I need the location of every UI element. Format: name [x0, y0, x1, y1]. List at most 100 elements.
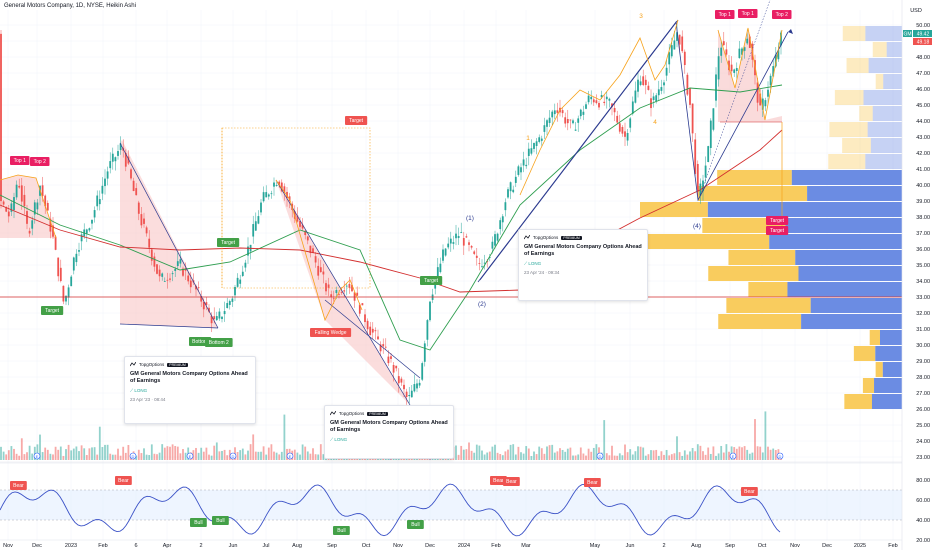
volume-bar — [559, 448, 561, 460]
event-marker — [596, 452, 604, 460]
candle-body — [28, 230, 31, 234]
candle-body — [525, 164, 528, 167]
card-title[interactable]: GM General Motors Company Options Ahead … — [330, 420, 448, 433]
volume-bar — [709, 453, 712, 460]
candle-body — [262, 192, 265, 202]
price-tick: 24.00 — [916, 439, 930, 445]
candle-body — [260, 202, 262, 213]
volume-bar — [208, 454, 210, 460]
volume-bar — [720, 445, 723, 460]
bear-tag — [503, 477, 520, 486]
volume-bar — [179, 453, 182, 460]
volume-bar — [150, 444, 153, 460]
candle-body — [319, 267, 322, 273]
candle-body — [67, 287, 70, 298]
candle-body — [769, 75, 772, 86]
candle-body — [353, 292, 356, 301]
candle-body — [296, 215, 299, 222]
last-price-tag — [913, 30, 932, 37]
bull-tag — [190, 518, 207, 527]
candle-body — [470, 245, 473, 248]
volume-bar — [504, 451, 507, 460]
price-tick: 28.00 — [916, 375, 930, 381]
candle-body — [169, 278, 171, 280]
price-tick: 26.00 — [916, 407, 930, 413]
candle-body — [561, 110, 564, 114]
top-1-tag — [715, 10, 735, 19]
idea-card-3[interactable]: TopgOptions PREMIUM GM General Motors Com… — [324, 405, 454, 459]
volume-bar — [631, 454, 634, 460]
card-title[interactable]: GM General Motors Company Options Ahead … — [524, 244, 642, 257]
volume-bar — [769, 449, 772, 460]
candle-body — [387, 356, 390, 364]
candle-body — [691, 103, 694, 134]
candle-body — [777, 50, 780, 60]
volume-bar — [655, 449, 658, 460]
volume-bar — [124, 452, 127, 460]
volume-bar — [52, 454, 54, 460]
event-marker — [286, 452, 294, 460]
volume-bar — [145, 454, 148, 460]
target-tag-label: Target — [45, 308, 60, 314]
harmonic-pattern-line — [519, 19, 679, 196]
volume-profile-bar — [828, 154, 866, 169]
candle-body — [530, 148, 533, 154]
volume-bar — [215, 442, 218, 460]
candle-body — [473, 251, 476, 254]
volume-bar — [140, 453, 143, 460]
candle-body — [657, 89, 660, 96]
candle-body — [325, 283, 327, 292]
candle-body — [618, 123, 621, 132]
volume-bar — [533, 451, 535, 460]
candle-body — [499, 220, 502, 230]
candle-body — [345, 285, 348, 287]
volume-bar — [184, 452, 187, 460]
candle-body — [335, 290, 338, 293]
idea-card-1[interactable]: TopgOptions PREMIUM GM General Motors Com… — [518, 229, 648, 301]
rsi-tick: 40.00 — [916, 518, 930, 524]
volume-profile-bar — [870, 138, 902, 153]
volume-bar — [522, 453, 525, 460]
volume-bar — [657, 455, 660, 460]
candle-body — [780, 32, 782, 46]
falling-wedge-tag — [310, 328, 352, 337]
candle-body — [306, 236, 309, 241]
candle-body — [241, 271, 244, 276]
volume-bar — [244, 454, 247, 460]
falling-wedge-tag-label: Falling Wedge — [315, 330, 347, 336]
candle-body — [23, 194, 26, 207]
price-tick: 39.00 — [916, 199, 930, 205]
candle-body — [280, 182, 283, 192]
volume-bar — [10, 446, 13, 460]
candle-body — [101, 185, 104, 194]
volume-bar — [44, 447, 47, 460]
card-badge: PREMIUM — [561, 235, 582, 240]
volume-bar — [707, 447, 710, 460]
idea-card-2[interactable]: TopgOptions PREMIUM GM General Motors Com… — [124, 356, 256, 424]
candle-body — [283, 186, 286, 193]
candle-body — [413, 384, 416, 392]
candle-body — [418, 382, 421, 386]
volume-profile-bar — [640, 234, 770, 249]
volume-bar — [626, 452, 629, 460]
card-title[interactable]: GM General Motors Company Options Ahead … — [130, 371, 248, 384]
candle-body — [551, 111, 554, 118]
volume-bar — [488, 451, 491, 460]
candle-body — [595, 100, 598, 104]
volume-bar — [569, 447, 572, 460]
candle-body — [611, 103, 613, 107]
candle-body — [273, 182, 275, 187]
volume-bar — [751, 452, 754, 460]
price-tick: 36.00 — [916, 247, 930, 253]
candle-body — [720, 47, 723, 56]
candle-body — [132, 180, 135, 192]
volume-profile-bar — [871, 394, 902, 409]
volume-bar — [96, 454, 99, 460]
candle-body — [522, 159, 525, 166]
volume-bar — [540, 448, 543, 460]
candle-body — [743, 47, 746, 51]
candle-body — [57, 257, 60, 277]
volume-bar — [642, 447, 645, 460]
volume-bar — [460, 445, 463, 460]
